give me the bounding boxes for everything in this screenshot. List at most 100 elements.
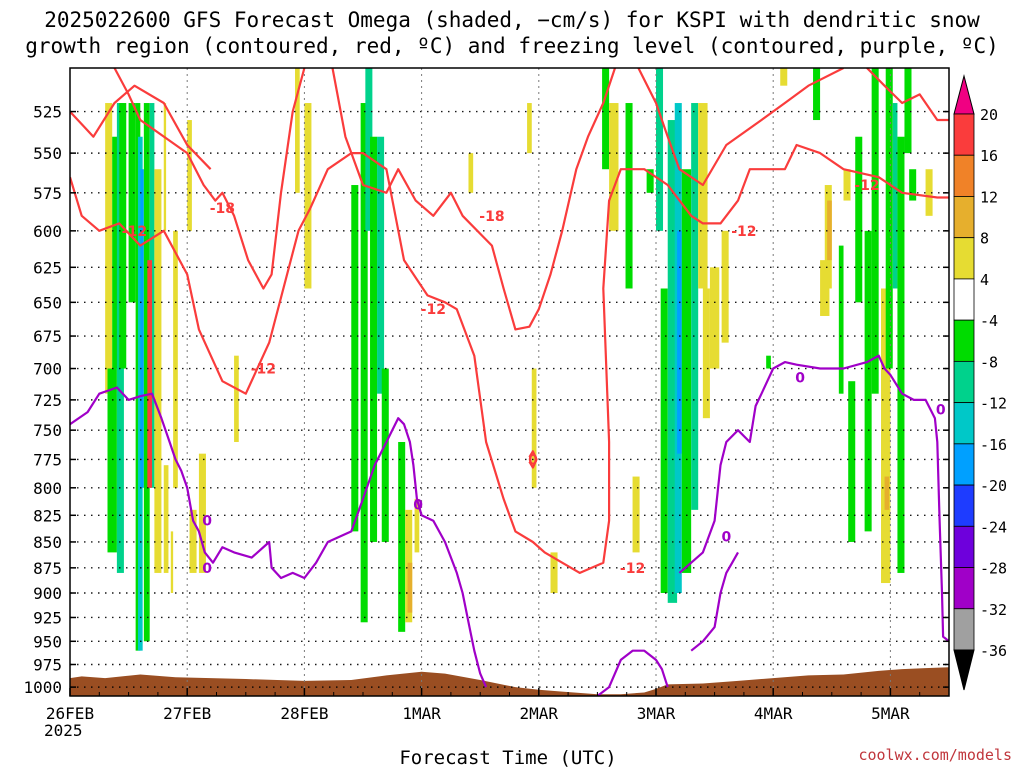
omega-cell — [234, 355, 239, 442]
y-tick-label: 700 — [33, 360, 62, 379]
omega-cell — [377, 136, 385, 394]
colorbar-label: 20 — [980, 106, 998, 124]
contour-label: -12 — [620, 561, 645, 577]
omega-cell — [698, 103, 708, 289]
dgz-contour-line — [70, 84, 212, 170]
omega-cell — [904, 68, 912, 154]
dgz-contour-line — [331, 68, 617, 331]
omega-cell — [170, 531, 174, 594]
colorbar-swatch — [953, 360, 975, 404]
omega-cell — [351, 185, 359, 532]
x-axis: 26FEB 27FEB 28FEB 1MAR 2MAR 3MAR 4MAR 5MAR — [46, 688, 921, 723]
omega-cell — [198, 453, 206, 573]
x-year-label: 2025 — [44, 721, 83, 740]
contour-label: -12 — [122, 224, 147, 240]
omega-cell — [884, 476, 890, 510]
freezing-level-contour-line — [678, 354, 949, 643]
omega-cell — [721, 230, 729, 343]
contour-label: 0 — [528, 452, 538, 468]
contour-label: 0 — [202, 514, 212, 530]
y-tick-label: 950 — [33, 632, 62, 651]
omega-shading-layer — [105, 68, 933, 651]
omega-cell — [632, 476, 640, 553]
y-tick-label: 750 — [33, 421, 62, 440]
y-tick-label: 550 — [33, 144, 62, 163]
omega-cell — [304, 103, 312, 289]
omega-cell — [892, 103, 898, 289]
colorbar-top-arrow — [953, 74, 975, 115]
omega-cell — [370, 136, 378, 542]
omega-cell — [143, 103, 150, 642]
dgz-contour-line — [113, 68, 306, 290]
dgz-contour-line — [866, 68, 949, 122]
dgz-contour-line — [637, 68, 844, 187]
y-tick-label: 625 — [33, 258, 62, 277]
omega-cell — [107, 368, 117, 553]
colorbar-swatch — [953, 525, 975, 568]
omega-cell — [360, 103, 368, 623]
contour-label-layer: -12 -18 -12 -12 -18 0 -12 -12 -12 0 0 0 0 0 0 — [122, 178, 946, 577]
y-tick-label: 875 — [33, 559, 62, 578]
omega-cell — [925, 169, 933, 216]
omega-cell — [780, 68, 788, 86]
omega-cell — [398, 441, 406, 632]
y-tick-label: 600 — [33, 222, 62, 241]
omega-cell — [609, 103, 619, 231]
omega-cell — [909, 169, 917, 201]
omega-cell — [691, 103, 699, 510]
omega-cell — [531, 368, 537, 488]
chart-title-line1: 2025022600 GFS Forecast Omega (shaded, −… — [44, 8, 980, 32]
omega-cell — [527, 103, 532, 154]
contour-label: -12 — [854, 178, 879, 194]
y-tick-label: 675 — [33, 327, 62, 346]
y-axis: 525 550 575 600 625 650 675 700 725 750 775 800 825 8… — [23, 103, 949, 697]
omega-cell — [173, 230, 178, 488]
y-tick-label: 800 — [33, 479, 62, 498]
y-tick-label: 775 — [33, 450, 62, 469]
colorbar-label: 12 — [980, 188, 998, 206]
contour-label: -18 — [479, 209, 504, 225]
omega-cell — [140, 169, 144, 488]
omega-cell — [187, 120, 192, 231]
colorbar-label: -28 — [980, 560, 1007, 578]
contour-label: -18 — [210, 201, 235, 217]
x-tick-label: 26FEB — [46, 704, 94, 723]
colorbar-label: -8 — [980, 353, 998, 371]
omega-cell — [550, 552, 558, 594]
colorbar-swatch — [953, 567, 975, 610]
y-tick-label: 575 — [33, 184, 62, 203]
omega-cell — [885, 68, 893, 369]
colorbar-label: -4 — [980, 312, 998, 330]
colorbar-label: 8 — [980, 230, 989, 248]
x-tick-label: 5MAR — [871, 704, 910, 723]
colorbar-swatch — [953, 196, 975, 239]
x-tick-label: 1MAR — [402, 704, 441, 723]
omega-cell — [813, 68, 821, 121]
x-tick-label: 3MAR — [637, 704, 676, 723]
contour-layer — [70, 68, 949, 696]
contour-label: 0 — [795, 370, 805, 386]
x-tick-label: 28FEB — [280, 704, 328, 723]
x-tick-label: 2MAR — [520, 704, 559, 723]
contour-label: -12 — [731, 224, 756, 240]
x-tick-label: 27FEB — [163, 704, 211, 723]
colorbar-label: 4 — [980, 271, 989, 289]
colorbar-label: -32 — [980, 601, 1007, 619]
y-tick-label: 525 — [33, 103, 62, 122]
colorbar-bottom-arrow — [953, 649, 975, 691]
omega-cell — [709, 267, 720, 369]
colorbar-swatch — [953, 402, 975, 445]
contour-label: 0 — [202, 561, 212, 577]
contour-label: 0 — [936, 403, 946, 419]
omega-cell — [163, 103, 167, 231]
y-tick-label: 650 — [33, 293, 62, 312]
grid-layer — [70, 68, 949, 696]
colorbar-swatch — [953, 237, 975, 280]
x-axis-label: Forecast Time (UTC) — [399, 747, 616, 768]
colorbar-label: -36 — [980, 642, 1007, 660]
omega-cell — [147, 260, 153, 488]
omega-cell — [189, 509, 197, 573]
contour-label: 0 — [721, 530, 731, 546]
credit-text: coolwx.com/models — [858, 746, 1012, 764]
colorbar-swatch — [953, 443, 975, 486]
